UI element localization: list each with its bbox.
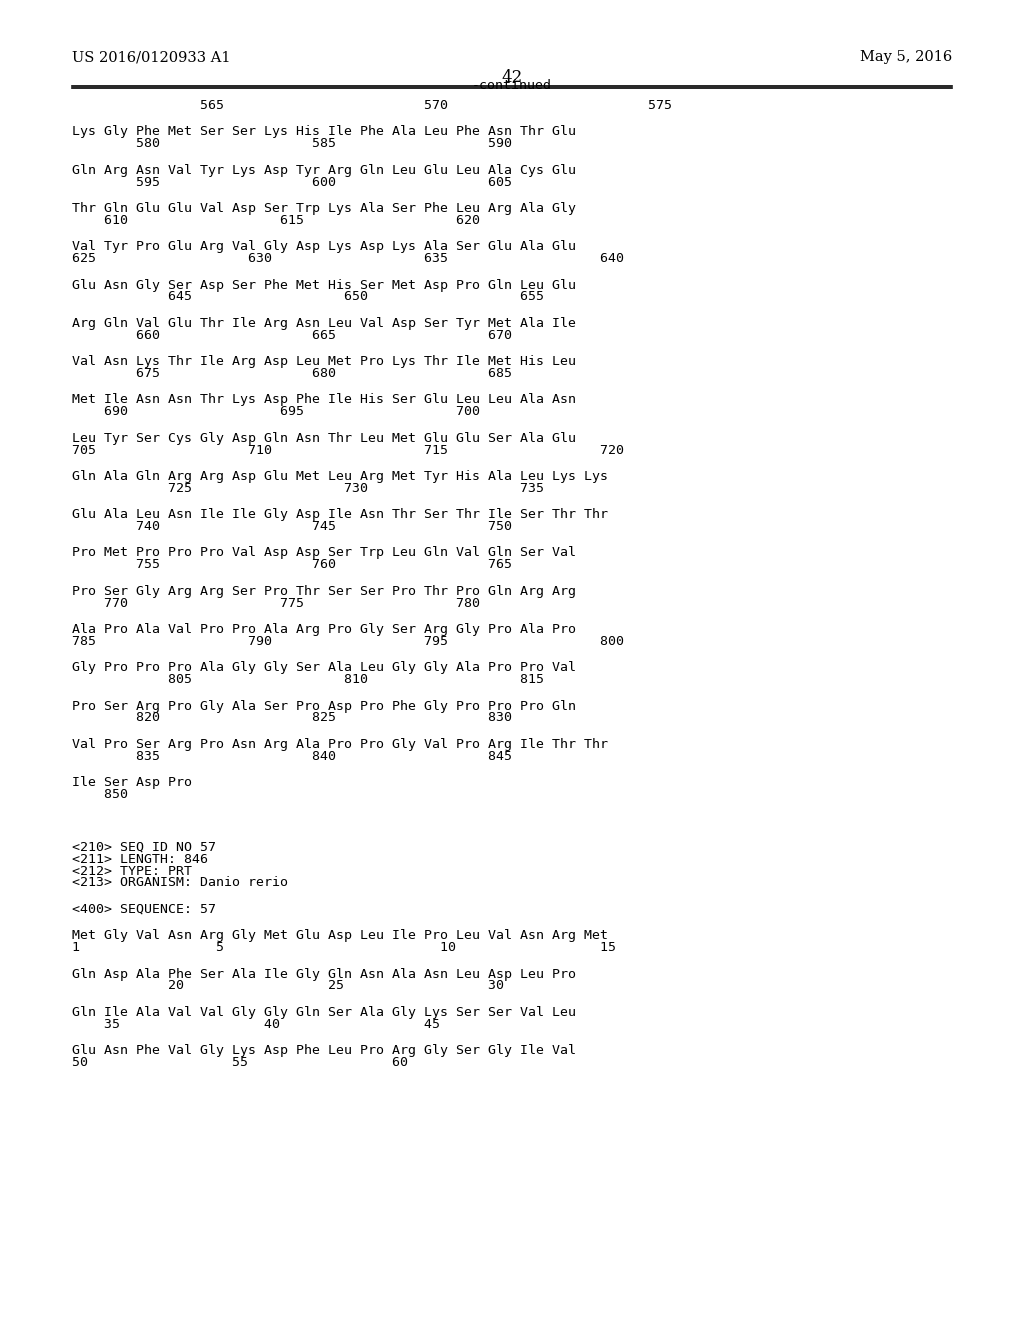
- Text: Pro Ser Gly Arg Arg Ser Pro Thr Ser Ser Pro Thr Pro Gln Arg Arg: Pro Ser Gly Arg Arg Ser Pro Thr Ser Ser …: [72, 585, 575, 598]
- Text: <400> SEQUENCE: 57: <400> SEQUENCE: 57: [72, 903, 216, 916]
- Text: Gln Ala Gln Arg Arg Asp Glu Met Leu Arg Met Tyr His Ala Leu Lys Lys: Gln Ala Gln Arg Arg Asp Glu Met Leu Arg …: [72, 470, 607, 483]
- Text: <213> ORGANISM: Danio rerio: <213> ORGANISM: Danio rerio: [72, 876, 288, 890]
- Text: Ile Ser Asp Pro: Ile Ser Asp Pro: [72, 776, 191, 789]
- Text: Met Ile Asn Asn Thr Lys Asp Phe Ile His Ser Glu Leu Leu Ala Asn: Met Ile Asn Asn Thr Lys Asp Phe Ile His …: [72, 393, 575, 407]
- Text: Val Tyr Pro Glu Arg Val Gly Asp Lys Asp Lys Ala Ser Glu Ala Glu: Val Tyr Pro Glu Arg Val Gly Asp Lys Asp …: [72, 240, 575, 253]
- Text: 705                   710                   715                   720: 705 710 715 720: [72, 444, 624, 457]
- Text: 820                   825                   830: 820 825 830: [72, 711, 512, 725]
- Text: 740                   745                   750: 740 745 750: [72, 520, 512, 533]
- Text: 645                   650                   655: 645 650 655: [72, 290, 544, 304]
- Text: Thr Gln Glu Glu Val Asp Ser Trp Lys Ala Ser Phe Leu Arg Ala Gly: Thr Gln Glu Glu Val Asp Ser Trp Lys Ala …: [72, 202, 575, 215]
- Text: Val Pro Ser Arg Pro Asn Arg Ala Pro Pro Gly Val Pro Arg Ile Thr Thr: Val Pro Ser Arg Pro Asn Arg Ala Pro Pro …: [72, 738, 607, 751]
- Text: 660                   665                   670: 660 665 670: [72, 329, 512, 342]
- Text: Glu Asn Phe Val Gly Lys Asp Phe Leu Pro Arg Gly Ser Gly Ile Val: Glu Asn Phe Val Gly Lys Asp Phe Leu Pro …: [72, 1044, 575, 1057]
- Text: 595                   600                   605: 595 600 605: [72, 176, 512, 189]
- Text: 835                   840                   845: 835 840 845: [72, 750, 512, 763]
- Text: Glu Asn Gly Ser Asp Ser Phe Met His Ser Met Asp Pro Gln Leu Glu: Glu Asn Gly Ser Asp Ser Phe Met His Ser …: [72, 279, 575, 292]
- Text: <212> TYPE: PRT: <212> TYPE: PRT: [72, 865, 191, 878]
- Text: 50                  55                  60: 50 55 60: [72, 1056, 408, 1069]
- Text: 610                   615                   620: 610 615 620: [72, 214, 479, 227]
- Text: Pro Ser Arg Pro Gly Ala Ser Pro Asp Pro Phe Gly Pro Pro Pro Gln: Pro Ser Arg Pro Gly Ala Ser Pro Asp Pro …: [72, 700, 575, 713]
- Text: Ala Pro Ala Val Pro Pro Ala Arg Pro Gly Ser Arg Gly Pro Ala Pro: Ala Pro Ala Val Pro Pro Ala Arg Pro Gly …: [72, 623, 575, 636]
- Text: Met Gly Val Asn Arg Gly Met Glu Asp Leu Ile Pro Leu Val Asn Arg Met: Met Gly Val Asn Arg Gly Met Glu Asp Leu …: [72, 929, 607, 942]
- Text: May 5, 2016: May 5, 2016: [860, 50, 952, 65]
- Text: 850: 850: [72, 788, 128, 801]
- Text: 625                   630                   635                   640: 625 630 635 640: [72, 252, 624, 265]
- Text: Gln Asp Ala Phe Ser Ala Ile Gly Gln Asn Ala Asn Leu Asp Leu Pro: Gln Asp Ala Phe Ser Ala Ile Gly Gln Asn …: [72, 968, 575, 981]
- Text: 675                   680                   685: 675 680 685: [72, 367, 512, 380]
- Text: 770                   775                   780: 770 775 780: [72, 597, 479, 610]
- Text: Arg Gln Val Glu Thr Ile Arg Asn Leu Val Asp Ser Tyr Met Ala Ile: Arg Gln Val Glu Thr Ile Arg Asn Leu Val …: [72, 317, 575, 330]
- Text: Lys Gly Phe Met Ser Ser Lys His Ile Phe Ala Leu Phe Asn Thr Glu: Lys Gly Phe Met Ser Ser Lys His Ile Phe …: [72, 125, 575, 139]
- Text: 580                   585                   590: 580 585 590: [72, 137, 512, 150]
- Text: US 2016/0120933 A1: US 2016/0120933 A1: [72, 50, 230, 65]
- Text: <211> LENGTH: 846: <211> LENGTH: 846: [72, 853, 208, 866]
- Text: 42: 42: [502, 69, 522, 86]
- Text: 565                         570                         575: 565 570 575: [72, 99, 672, 112]
- Text: Glu Ala Leu Asn Ile Ile Gly Asp Ile Asn Thr Ser Thr Ile Ser Thr Thr: Glu Ala Leu Asn Ile Ile Gly Asp Ile Asn …: [72, 508, 607, 521]
- Text: 20                  25                  30: 20 25 30: [72, 979, 504, 993]
- Text: 690                   695                   700: 690 695 700: [72, 405, 479, 418]
- Text: Gly Pro Pro Pro Ala Gly Gly Ser Ala Leu Gly Gly Ala Pro Pro Val: Gly Pro Pro Pro Ala Gly Gly Ser Ala Leu …: [72, 661, 575, 675]
- Text: 785                   790                   795                   800: 785 790 795 800: [72, 635, 624, 648]
- Text: Val Asn Lys Thr Ile Arg Asp Leu Met Pro Lys Thr Ile Met His Leu: Val Asn Lys Thr Ile Arg Asp Leu Met Pro …: [72, 355, 575, 368]
- Text: 725                   730                   735: 725 730 735: [72, 482, 544, 495]
- Text: -continued: -continued: [472, 79, 552, 92]
- Text: Pro Met Pro Pro Pro Val Asp Asp Ser Trp Leu Gln Val Gln Ser Val: Pro Met Pro Pro Pro Val Asp Asp Ser Trp …: [72, 546, 575, 560]
- Text: 1                 5                           10                  15: 1 5 10 15: [72, 941, 615, 954]
- Text: <210> SEQ ID NO 57: <210> SEQ ID NO 57: [72, 841, 216, 854]
- Text: 35                  40                  45: 35 40 45: [72, 1018, 439, 1031]
- Text: 805                   810                   815: 805 810 815: [72, 673, 544, 686]
- Text: Gln Ile Ala Val Val Gly Gly Gln Ser Ala Gly Lys Ser Ser Val Leu: Gln Ile Ala Val Val Gly Gly Gln Ser Ala …: [72, 1006, 575, 1019]
- Text: 755                   760                   765: 755 760 765: [72, 558, 512, 572]
- Text: Leu Tyr Ser Cys Gly Asp Gln Asn Thr Leu Met Glu Glu Ser Ala Glu: Leu Tyr Ser Cys Gly Asp Gln Asn Thr Leu …: [72, 432, 575, 445]
- Text: Gln Arg Asn Val Tyr Lys Asp Tyr Arg Gln Leu Glu Leu Ala Cys Glu: Gln Arg Asn Val Tyr Lys Asp Tyr Arg Gln …: [72, 164, 575, 177]
